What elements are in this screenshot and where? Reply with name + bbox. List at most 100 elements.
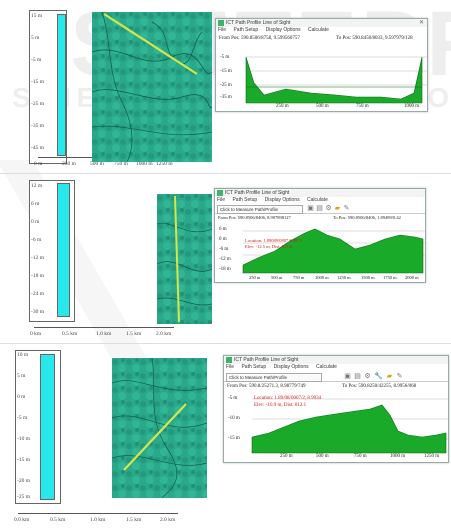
axis-label: 2.0 km [156,331,172,337]
scale-tick: -24 m [31,291,44,297]
menu-calculate[interactable]: Calculate [308,27,329,33]
scale-tick: 12 m [31,183,43,189]
profile-window-2: ICT Path Profile Line of Sight File Path… [214,188,426,283]
annotation-location: Location: 1.89089/0807,8.9979 [245,238,302,243]
menu-calculate[interactable]: Calculate [307,197,328,203]
scale-tick: -18 m [31,273,44,279]
toolbar: Click to Measure Path/Profile ▣ ▤ ⚙ 🔧 ▰ … [224,372,448,382]
y-tick: -6 m [219,247,229,252]
chart-icon[interactable]: ▤ [316,205,323,212]
x-tick: 750 m [293,275,305,280]
window-title-bar: ICT Path Profile Line of Sight [215,189,425,197]
menu-display-options[interactable]: Display Options [264,197,300,203]
menu-path-setup[interactable]: Path Setup [233,27,259,33]
save-icon[interactable]: ▣ [344,373,351,380]
scale-tick: -12 m [31,255,44,261]
y-tick: 0 m [219,237,227,242]
menu-path-setup[interactable]: Path Setup [232,197,258,203]
x-tick: 1750 m [383,275,397,280]
annotation-elev: Elev: -12.5 m, Dist: 813.6 [245,244,292,249]
scale-tick: 10 m [17,352,29,358]
menu-file[interactable]: File [226,364,235,370]
menu-display-options[interactable]: Display Options [273,364,309,370]
terrain-map-3[interactable] [112,358,207,498]
profile-chart-3 [251,398,448,454]
measure-field[interactable]: Click to Measure Path/Profile [226,373,322,382]
y-tick: -10 m [228,416,240,421]
folder-icon[interactable]: ▰ [386,373,393,380]
y-tick: -35 m [220,95,232,100]
pencil-icon[interactable]: ✎ [396,373,403,380]
profile-chart-2 [242,228,425,274]
from-position: From Pos: 590.8506/8758, 9.599560757 [219,36,300,41]
scale-tick: 6 m [31,201,40,207]
terrain-map-1[interactable] [92,12,212,162]
axis-label: 0.5 km [62,331,78,337]
path-line-1 [103,13,198,75]
y-tick: -25 m [220,83,232,88]
to-position: To Pos: 590.8450/8033, 9.597979/128 [336,36,413,41]
menu-calculate[interactable]: Calculate [316,364,337,370]
y-tick: -12 m [219,257,231,262]
scale-tick: 15 m [31,13,43,19]
scale-tick: -25 m [17,494,30,500]
y-tick: -5 m [220,55,230,60]
x-tick: 250 m [280,454,293,459]
axis-label: 0 m [34,161,43,167]
profile-window-3: ICT Path Profile Line of Sight File Path… [223,355,449,463]
menu-path-setup[interactable]: Path Setup [241,364,267,370]
axis-label: 0 km [30,331,42,337]
wrench-icon[interactable]: 🔧 [374,373,383,380]
menu-bar: File Path Setup Display Options Calculat… [224,364,448,371]
app-icon [226,357,232,363]
from-position: From Pos: 590.8506/8406, 8.997898127 [218,215,291,220]
distance-axis-2 [34,327,174,328]
axis-label: 1.0 km [90,517,106,523]
scale-tick: -35 m [31,123,44,129]
menu-file[interactable]: File [217,197,226,203]
settings-icon[interactable]: ⚙ [364,373,371,380]
save-icon[interactable]: ▣ [307,205,314,212]
elevation-colorbar-2 [57,183,70,317]
close-icon[interactable]: ✕ [418,20,424,26]
x-tick: 1250 m [337,275,351,280]
elevation-colorbar-3 [40,354,55,500]
scale-tick: -15 m [31,79,44,85]
chart-icon[interactable]: ▤ [354,373,361,380]
menu-file[interactable]: File [218,27,227,33]
annotation-elev: Elev: -10.9 m, Dist: 812.1 [254,403,307,408]
pencil-icon[interactable]: ✎ [343,205,350,212]
profile-chart-1 [245,56,427,104]
distance-axis-3 [18,513,178,514]
terrain-map-2[interactable] [157,194,212,324]
scale-tick: 5 m [31,35,40,41]
y-tick: -15 m [228,436,240,441]
path-line-3 [123,403,187,471]
menu-bar: File Path Setup Display Options Calculat… [216,27,427,34]
scale-tick: -5 m [31,57,42,63]
scale-tick: -25 m [31,101,44,107]
x-tick: 1000 m [315,275,329,280]
axis-label: 250 m [62,161,76,167]
app-icon [218,20,224,26]
settings-icon[interactable]: ⚙ [325,205,332,212]
axis-label: 500 m [90,161,104,167]
x-tick: 750 m [354,454,367,459]
path-line-2 [174,195,180,323]
section-divider [0,173,451,174]
app-icon [217,190,223,196]
y-tick: 6 m [219,227,227,232]
axis-label: 2.0 km [160,517,176,523]
toolbar: Click to Measure Path/Profile ▣ ▤ ⚙ ▰ ✎ [215,204,425,214]
x-tick: 1250 m [424,454,440,459]
axis-label: 0.5 km [50,517,66,523]
x-tick: 500 m [271,275,283,280]
from-position: From Pos: 590.8/25271.3, 8.98779/749 [227,384,306,389]
folder-icon[interactable]: ▰ [334,205,341,212]
window-title-bar: ICT Path Profile Line of Sight [224,356,448,364]
measure-field[interactable]: Click to Measure Path/Profile [217,205,303,214]
x-tick: 500 m [316,454,329,459]
menu-display-options[interactable]: Display Options [265,27,301,33]
x-tick: 1500 m [361,275,375,280]
menu-bar: File Path Setup Display Options Calculat… [215,197,425,204]
